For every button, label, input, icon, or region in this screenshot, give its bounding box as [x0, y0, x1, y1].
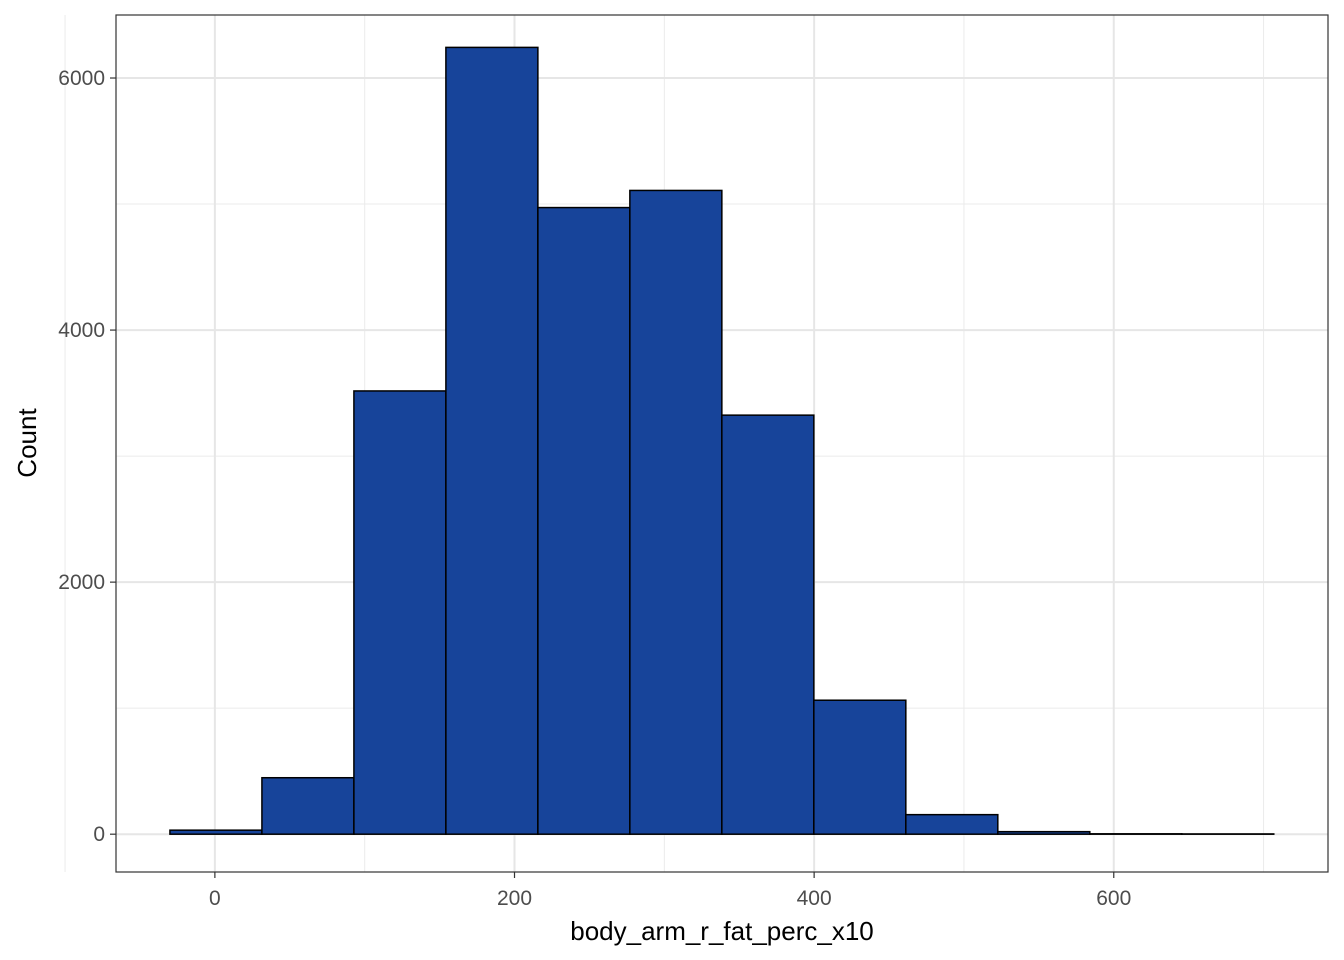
- panel-border: [115, 14, 1329, 873]
- histogram-bar: [261, 776, 355, 835]
- histogram-bar: [537, 206, 631, 835]
- y-tick-label: 6000: [58, 67, 105, 90]
- histogram-bar: [169, 829, 263, 835]
- histogram-bar: [813, 699, 907, 835]
- histogram-bar: [445, 46, 539, 835]
- x-tick-label: 0: [209, 887, 221, 910]
- x-axis-label: body_arm_r_fat_perc_x10: [570, 916, 874, 946]
- y-tick-label: 0: [93, 823, 105, 846]
- x-tick-label: 200: [497, 887, 532, 910]
- y-tick-label: 4000: [58, 319, 105, 342]
- histogram-bar: [629, 189, 723, 835]
- x-axis: 0 200 400 600: [209, 872, 1131, 910]
- x-tick-label: 600: [1096, 887, 1131, 910]
- x-tick-label: 400: [797, 887, 832, 910]
- histogram-bar: [353, 390, 447, 835]
- y-axis-label: Count: [12, 408, 42, 478]
- histogram-bar: [721, 414, 815, 835]
- bars: [169, 46, 1275, 835]
- y-tick-label: 2000: [58, 571, 105, 594]
- histogram-bar: [997, 830, 1091, 835]
- histogram-bar: [905, 813, 999, 835]
- y-axis: 0 2000 4000 6000: [58, 67, 116, 846]
